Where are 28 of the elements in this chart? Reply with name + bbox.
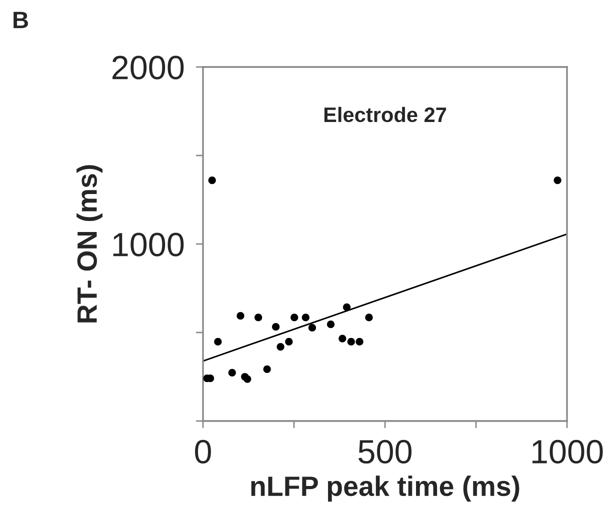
point: [276, 343, 284, 351]
point: [290, 314, 298, 322]
point: [236, 312, 244, 320]
y-tick-label: 2000: [112, 56, 184, 80]
point: [326, 320, 335, 328]
y-axis-title: RT- ON (ms): [76, 165, 102, 322]
x-tick-label: 0: [195, 440, 211, 464]
point: [214, 338, 222, 346]
point: [308, 324, 316, 332]
point: [254, 314, 262, 322]
x-tick-label: 1000: [532, 440, 603, 464]
point: [356, 338, 364, 346]
point: [244, 375, 252, 383]
point: [342, 303, 351, 311]
point: [302, 314, 310, 322]
point: [272, 323, 280, 331]
point: [228, 368, 236, 376]
point: [208, 176, 216, 184]
point: [365, 314, 373, 322]
point: [347, 338, 355, 346]
point: [338, 334, 346, 342]
x-tick-label: 500: [358, 440, 412, 464]
point: [285, 338, 293, 346]
point: [263, 365, 271, 373]
text: Electrode 27: [324, 106, 446, 122]
text: B: [14, 12, 28, 28]
x-axis-title: nLFP peak time (ms): [251, 476, 520, 502]
point: [554, 176, 562, 184]
